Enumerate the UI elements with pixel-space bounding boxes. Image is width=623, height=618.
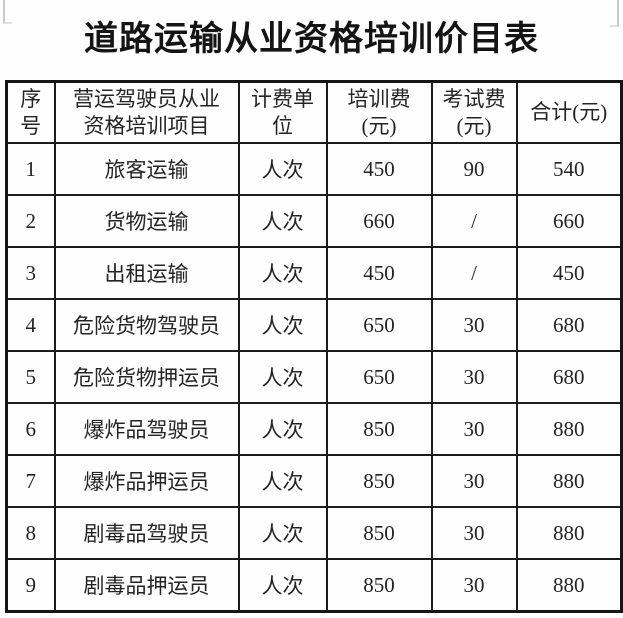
cell-unit: 人次 (237, 402, 328, 456)
header-training-fee: 培训费 (元) (325, 80, 433, 144)
table-row-9: 9 剧毒品押运员 人次 850 30 880 (5, 558, 623, 613)
cell-training-fee: 850 (325, 558, 433, 613)
scan-edge-artifact-left (3, 0, 12, 24)
cell-exam-fee: 30 (430, 298, 518, 352)
header-row: 序 号 营运驾驶员从业 资格培训项目 计费单 位 培训费 (元) 考试费 (元)… (5, 80, 623, 144)
cell-seq: 4 (5, 298, 56, 352)
cell-project: 爆炸品押运员 (53, 454, 240, 508)
cell-unit: 人次 (237, 350, 328, 404)
cell-total: 540 (515, 142, 623, 196)
cell-training-fee: 650 (325, 350, 433, 404)
cell-total: 680 (515, 298, 623, 352)
cell-total: 680 (515, 350, 623, 404)
cell-project: 出租运输 (53, 246, 240, 300)
header-unit: 计费单 位 (237, 80, 328, 144)
cell-seq: 7 (5, 454, 56, 508)
cell-total: 880 (515, 506, 623, 560)
price-table: 序 号 营运驾驶员从业 资格培训项目 计费单 位 培训费 (元) 考试费 (元)… (5, 80, 623, 613)
cell-project: 剧毒品押运员 (53, 558, 240, 613)
cell-exam-fee: / (430, 194, 518, 248)
cell-unit: 人次 (237, 506, 328, 560)
cell-project: 危险货物押运员 (53, 350, 240, 404)
cell-project: 旅客运输 (53, 142, 240, 196)
cell-training-fee: 850 (325, 454, 433, 508)
cell-total: 880 (515, 454, 623, 508)
table-row-7: 7 爆炸品押运员 人次 850 30 880 (5, 454, 623, 508)
cell-project: 货物运输 (53, 194, 240, 248)
cell-project: 危险货物驾驶员 (53, 298, 240, 352)
cell-unit: 人次 (237, 142, 328, 196)
header-total: 合计(元) (515, 80, 623, 144)
cell-exam-fee: 30 (430, 454, 518, 508)
table-row-4: 4 危险货物驾驶员 人次 650 30 680 (5, 298, 623, 352)
cell-unit: 人次 (237, 194, 328, 248)
cell-project: 剧毒品驾驶员 (53, 506, 240, 560)
table-row-1: 1 旅客运输 人次 450 90 540 (5, 142, 623, 196)
table-row-2: 2 货物运输 人次 660 / 660 (5, 194, 623, 248)
cell-unit: 人次 (237, 558, 328, 613)
table-header: 序 号 营运驾驶员从业 资格培训项目 计费单 位 培训费 (元) 考试费 (元)… (5, 80, 623, 144)
cell-total: 880 (515, 558, 623, 613)
cell-seq: 1 (5, 142, 56, 196)
cell-unit: 人次 (237, 246, 328, 300)
cell-training-fee: 660 (325, 194, 433, 248)
cell-unit: 人次 (237, 298, 328, 352)
cell-seq: 8 (5, 506, 56, 560)
cell-training-fee: 450 (325, 142, 433, 196)
header-seq: 序 号 (5, 80, 56, 144)
cell-training-fee: 850 (325, 402, 433, 456)
cell-seq: 9 (5, 558, 56, 613)
cell-seq: 3 (5, 246, 56, 300)
cell-exam-fee: 90 (430, 142, 518, 196)
cell-unit: 人次 (237, 454, 328, 508)
cell-exam-fee: 30 (430, 506, 518, 560)
table-row-5: 5 危险货物押运员 人次 650 30 680 (5, 350, 623, 404)
cell-training-fee: 450 (325, 246, 433, 300)
cell-exam-fee: 30 (430, 558, 518, 613)
header-exam-fee: 考试费 (元) (430, 80, 518, 144)
scan-edge-artifact-right (610, 0, 619, 27)
table-body: 1 旅客运输 人次 450 90 540 2 货物运输 人次 660 / 660… (5, 142, 623, 613)
cell-exam-fee: / (430, 246, 518, 300)
cell-seq: 5 (5, 350, 56, 404)
cell-training-fee: 650 (325, 298, 433, 352)
page-title: 道路运输从业资格培训价目表 (84, 21, 539, 58)
cell-exam-fee: 30 (430, 350, 518, 404)
table-row-3: 3 出租运输 人次 450 / 450 (5, 246, 623, 300)
cell-seq: 2 (5, 194, 56, 248)
cell-project: 爆炸品驾驶员 (53, 402, 240, 456)
cell-exam-fee: 30 (430, 402, 518, 456)
table-row-8: 8 剧毒品驾驶员 人次 850 30 880 (5, 506, 623, 560)
header-project: 营运驾驶员从业 资格培训项目 (53, 80, 240, 144)
cell-total: 450 (515, 246, 623, 300)
cell-seq: 6 (5, 402, 56, 456)
cell-total: 880 (515, 402, 623, 456)
table-row-6: 6 爆炸品驾驶员 人次 850 30 880 (5, 402, 623, 456)
cell-total: 660 (515, 194, 623, 248)
cell-training-fee: 850 (325, 506, 433, 560)
